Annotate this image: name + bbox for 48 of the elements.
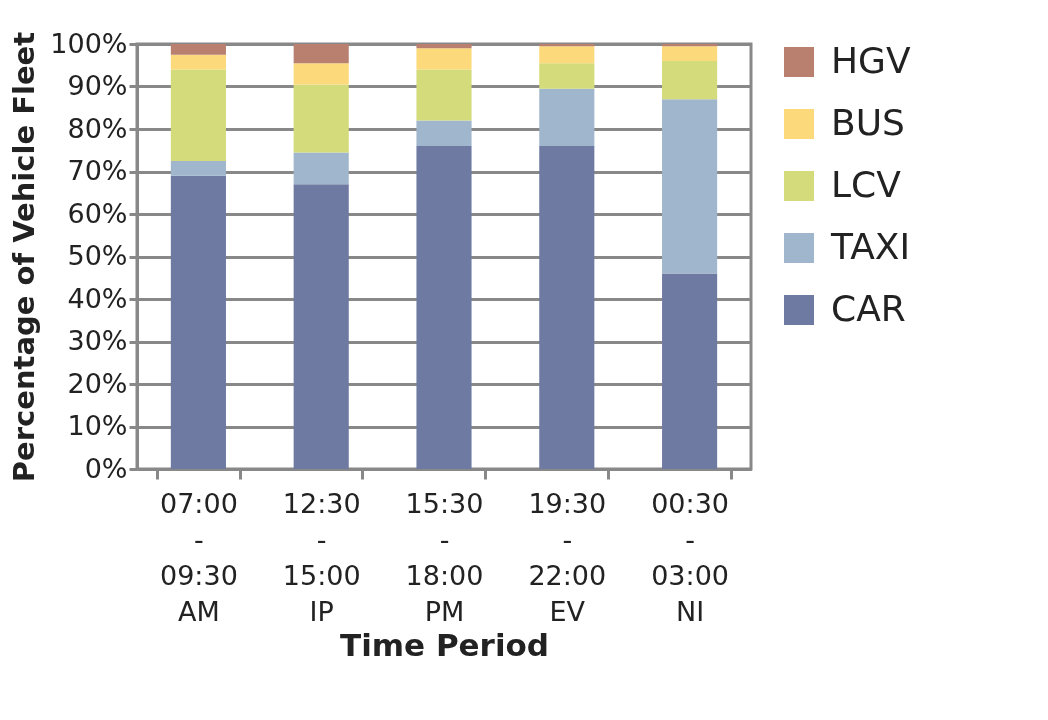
bar [662, 44, 718, 47]
bar [416, 69, 472, 121]
bar [170, 175, 226, 469]
x-axis-title: Time Period [339, 626, 550, 663]
legend-label: HGV [831, 40, 911, 81]
x-tick-label: 19:30 - 22:00 EV [528, 487, 607, 627]
y-tick-label: 0% [84, 452, 128, 484]
y-tick-label: 60% [67, 197, 128, 229]
bar [170, 44, 226, 55]
bar [293, 184, 349, 469]
bar [539, 146, 595, 469]
bar [293, 63, 349, 85]
y-tick-label: 90% [67, 70, 128, 101]
bar [293, 84, 349, 153]
bar [416, 120, 472, 146]
y-axis-title: Percentage of Vehicle Fleet [7, 31, 42, 483]
legend-label: CAR [831, 288, 906, 329]
bar [539, 63, 595, 89]
legend-label: LCV [831, 164, 902, 205]
bar [539, 88, 595, 146]
legend-label: BUS [831, 102, 905, 143]
bar [170, 69, 226, 161]
bar [170, 54, 226, 70]
x-tick-label: 00:30 - 03:00 NI [651, 487, 730, 627]
y-tick-label: 100% [50, 27, 128, 59]
y-tick-label: 50% [67, 240, 128, 271]
bar [662, 99, 718, 274]
legend-label: TAXI [830, 226, 911, 267]
bar [293, 152, 349, 185]
y-tick-label: 80% [67, 112, 128, 144]
bar [416, 146, 472, 469]
y-tick-label: 20% [67, 367, 128, 399]
y-tick-label: 10% [67, 410, 128, 441]
bar [539, 44, 595, 47]
y-tick-label: 70% [67, 155, 128, 186]
bar [416, 44, 472, 49]
y-tick-label: 40% [67, 282, 128, 314]
bar [662, 273, 718, 469]
y-tick-label: 30% [67, 325, 128, 356]
bar [416, 48, 472, 70]
x-tick-label: 12:30 - 15:00 IP [282, 487, 361, 627]
bar [539, 46, 595, 64]
bar [293, 44, 349, 64]
x-tick-label: 07:00 - 09:30 AM [159, 487, 238, 627]
bar [662, 46, 718, 61]
bar [170, 160, 226, 176]
x-tick-label: 15:30 - 18:00 PM [405, 487, 484, 627]
bar [662, 61, 718, 100]
